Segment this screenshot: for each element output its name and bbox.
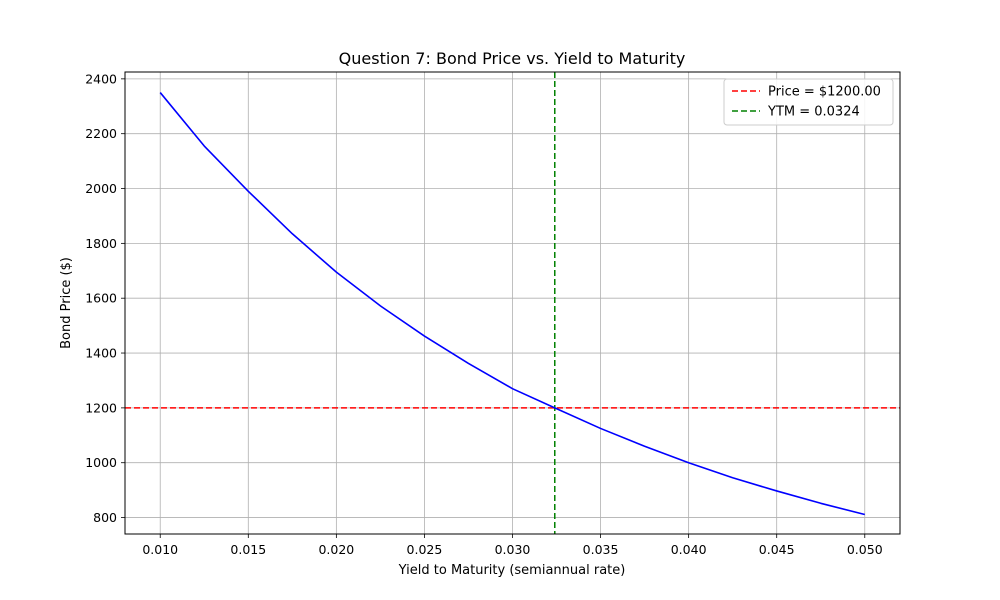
y-tick-label: 2400 xyxy=(85,71,117,86)
y-axis-ticks: 800 1000 1200 1400 1600 1800 2000 2200 2400 xyxy=(85,71,125,525)
legend: Price = $1200.00 YTM = 0.0324 xyxy=(723,78,894,126)
legend-box xyxy=(723,78,894,126)
x-tick-label: 0.045 xyxy=(759,542,795,557)
legend-entry: Price = $1200.00 xyxy=(768,85,881,100)
x-tick-label: 0.030 xyxy=(495,542,531,557)
y-tick-label: 1600 xyxy=(85,291,117,306)
chart-title: Question 7: Bond Price vs. Yield to Matu… xyxy=(339,49,686,68)
bond-price-curve xyxy=(159,92,865,516)
x-tick-label: 0.020 xyxy=(318,542,354,557)
x-axis-ticks: 0.010 0.015 0.020 0.025 0.030 0.035 0.040 0.045… xyxy=(142,534,883,557)
y-tick-label: 1800 xyxy=(85,236,117,251)
legend-entry: YTM = 0.0324 xyxy=(767,105,860,120)
y-tick-label: 1000 xyxy=(85,455,117,470)
y-axis-label: Bond Price ($) xyxy=(59,257,74,349)
x-tick-label: 0.025 xyxy=(407,542,443,557)
y-tick-label: 1200 xyxy=(85,400,117,415)
y-tick-label: 1400 xyxy=(85,346,117,361)
grid xyxy=(125,72,900,534)
y-tick-label: 2000 xyxy=(85,181,117,196)
plot-lines xyxy=(125,72,900,534)
x-tick-label: 0.010 xyxy=(142,542,178,557)
x-tick-label: 0.035 xyxy=(583,542,619,557)
x-tick-label: 0.015 xyxy=(230,542,266,557)
y-tick-label: 800 xyxy=(93,510,117,525)
x-axis-label: Yield to Maturity (semiannual rate) xyxy=(398,563,626,578)
y-tick-label: 2200 xyxy=(85,126,117,141)
x-tick-label: 0.050 xyxy=(847,542,883,557)
x-tick-label: 0.040 xyxy=(671,542,707,557)
